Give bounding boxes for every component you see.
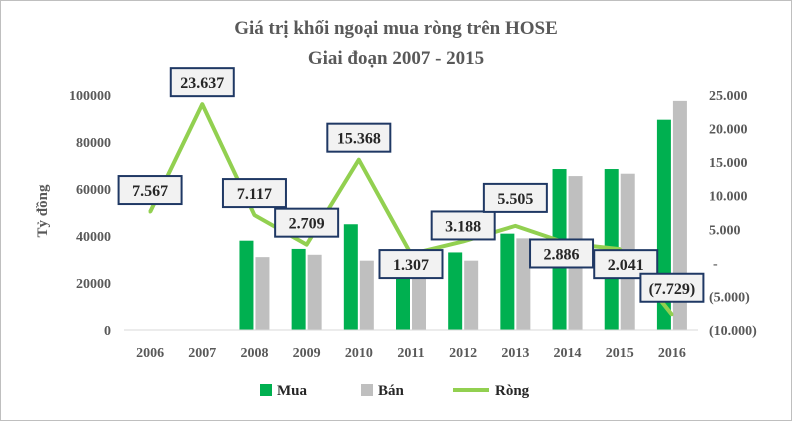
right-tick-label: (10.000)	[709, 324, 757, 339]
left-tick-label: 20000	[76, 277, 111, 292]
bar-ban	[307, 254, 322, 330]
bar-ban	[359, 260, 374, 330]
right-axis-ticks: (10.000) (5.000) - 5.000 10.000 15.000 20.000 2…	[709, 89, 757, 339]
net-callout-label: 3.188	[445, 218, 481, 235]
net-callout-box	[639, 272, 705, 303]
x-tick-label: 2009	[293, 346, 321, 361]
bar-mua	[291, 248, 306, 330]
x-tick-label: 2013	[501, 346, 529, 361]
left-axis-ticks: 0 20000 40000 60000 80000 100000	[69, 89, 111, 339]
x-tick-label: 2011	[397, 346, 424, 361]
chart-title-line-1: Giá trị khối ngoại mua ròng trên HOSE	[234, 18, 558, 39]
net-value-callouts: 7.567 23.637 7.117 2.709 15.368 1.307 3.188 5.5…	[117, 67, 705, 303]
x-tick-label: 2014	[554, 346, 582, 361]
bar-mua	[239, 240, 254, 330]
net-callout-box	[274, 207, 340, 238]
bar-mua	[343, 224, 358, 330]
bar-ban	[672, 100, 687, 330]
net-callout-box	[326, 122, 392, 153]
net-callout-label: 7.117	[237, 186, 272, 203]
x-tick-label: 2015	[606, 346, 634, 361]
net-point	[305, 243, 309, 247]
net-callout-box	[221, 178, 287, 209]
net-point	[513, 224, 517, 228]
net-callout-label: 1.307	[393, 257, 429, 274]
right-tick-label: 15.000	[709, 156, 748, 171]
net-callout-box	[430, 210, 496, 241]
net-callout-label: 2.041	[608, 257, 644, 274]
bar-ban	[464, 260, 479, 330]
legend-swatch-mua	[260, 384, 272, 396]
net-callout-label: 23.637	[180, 75, 224, 92]
left-tick-label: 80000	[76, 136, 111, 151]
net-callout-label: 2.886	[544, 246, 580, 263]
legend-label-mua: Mua	[277, 383, 308, 399]
legend-label-rong: Ròng	[495, 383, 530, 399]
net-callout-label: (7.729)	[649, 281, 696, 298]
net-callout-label: 2.709	[289, 216, 325, 233]
left-tick-label: 40000	[76, 230, 111, 245]
net-line-series	[148, 102, 674, 317]
net-point	[461, 239, 465, 243]
legend-swatch-ban	[361, 384, 373, 396]
x-tick-label: 2007	[188, 346, 216, 361]
right-tick-label: 20.000	[709, 123, 748, 138]
right-tick-label: 10.000	[709, 190, 748, 205]
x-tick-label: 2006	[136, 346, 164, 361]
net-callout-box	[482, 182, 548, 213]
net-line	[148, 102, 674, 316]
left-tick-label: 100000	[69, 89, 111, 104]
bar-ban	[516, 238, 531, 330]
x-tick-label: 2016	[658, 346, 686, 361]
net-point	[148, 210, 152, 214]
legend-label-ban: Bán	[378, 383, 405, 399]
net-callout-box	[169, 67, 235, 98]
net-callout-label: 15.368	[337, 131, 381, 148]
right-tick-label: 25.000	[709, 89, 748, 104]
x-tick-label: 2010	[345, 346, 373, 361]
left-tick-label: 60000	[76, 183, 111, 198]
x-axis-ticks: 2006 2007 2008 2009 2010 2011 2012 2013 2014 2015…	[136, 346, 686, 361]
net-callout-box	[378, 249, 444, 280]
right-tick-label: (5.000)	[709, 290, 750, 305]
right-tick-label: 5.000	[709, 223, 741, 238]
bar-ban	[255, 257, 270, 330]
left-tick-label: 0	[104, 324, 111, 339]
y-axis-label: Tỷ đồng	[35, 184, 51, 237]
net-point	[357, 158, 361, 162]
x-tick-label: 2012	[449, 346, 477, 361]
net-callout-box	[529, 238, 595, 269]
bar-mua	[448, 252, 463, 330]
net-callout-box	[117, 175, 183, 206]
net-callout-label: 7.567	[132, 183, 168, 200]
net-point	[670, 313, 674, 317]
legend: Mua Bán Ròng	[260, 383, 530, 399]
chart-title-line-2: Giai đoạn 2007 - 2015	[308, 48, 484, 69]
right-tick-label: -	[713, 257, 718, 272]
net-point	[200, 102, 204, 106]
bar-mua	[500, 233, 515, 330]
x-tick-label: 2008	[240, 346, 268, 361]
net-point	[252, 213, 256, 217]
net-callout-label: 5.505	[497, 191, 533, 208]
